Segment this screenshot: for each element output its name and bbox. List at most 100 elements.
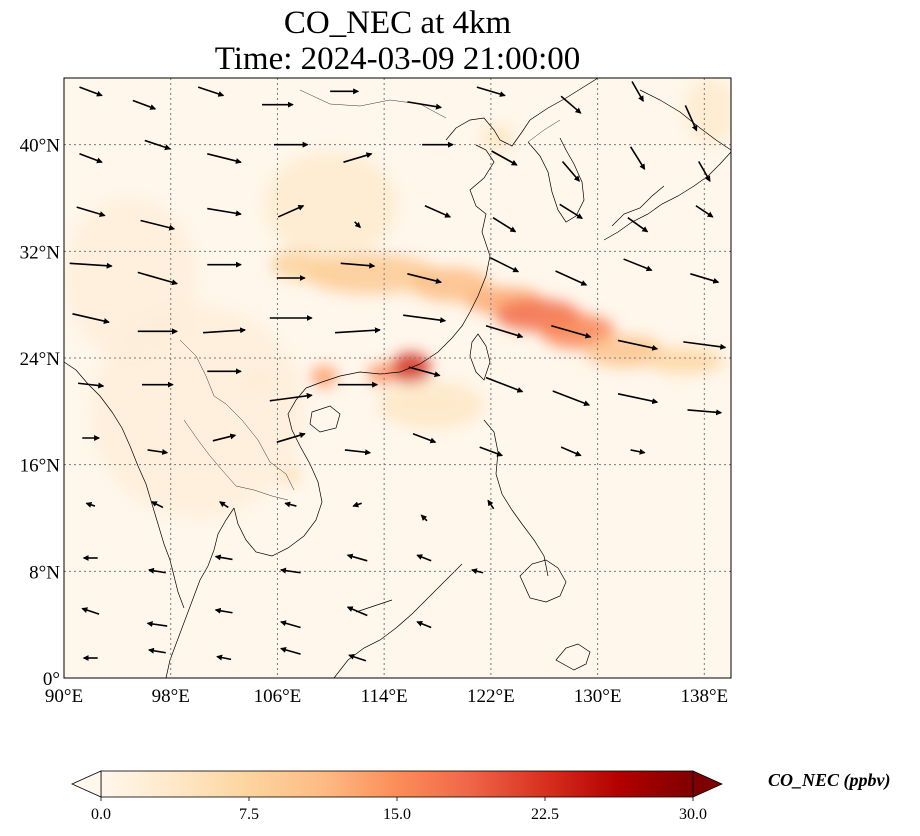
coastline-indochina	[165, 387, 323, 678]
wind-arrow	[144, 139, 171, 151]
wind-arrow	[487, 499, 495, 510]
wind-arrow	[280, 620, 301, 629]
map-subtitle: Time: 2024-03-09 21:00:00	[214, 41, 581, 77]
co-plume-13	[410, 267, 491, 302]
wind-arrow	[277, 205, 305, 218]
co-plume-11	[304, 254, 438, 294]
wind-arrow	[212, 433, 237, 442]
co-plume-19	[90, 304, 305, 518]
co-plume-14	[377, 380, 485, 429]
wind-arrow	[687, 409, 723, 416]
wind-arrow	[335, 327, 381, 334]
wind-arrow	[216, 654, 232, 661]
wind-arrow	[407, 101, 442, 110]
wind-arrow	[79, 153, 103, 164]
coastline-japan	[603, 89, 731, 241]
wind-arrow	[137, 271, 178, 286]
wind-arrow	[479, 446, 504, 457]
wind-arrow	[203, 327, 247, 334]
wind-arrow	[555, 270, 588, 286]
wind-arrow	[416, 620, 432, 629]
co-plume-15	[264, 151, 398, 258]
lat-tick-label: 32°N	[20, 242, 61, 263]
axis-ticks: 90°E 98°E 106°E 114°E 122°E 130°E 138°E 0° 8°N 16…	[20, 136, 729, 707]
wind-arrow	[492, 216, 517, 233]
wind-arrow	[416, 554, 432, 562]
wind-arrow	[695, 205, 714, 218]
lat-tick-label: 0°	[43, 669, 60, 690]
border-laos-vietnam	[225, 403, 295, 491]
wind-arrow	[698, 161, 711, 183]
colorbar: 0.0 7.5 15.0 22.5 30.0	[71, 770, 723, 823]
colorbar-tick-label: 7.5	[239, 806, 259, 823]
co-plume-1	[390, 352, 431, 385]
wind-arrow	[476, 86, 506, 97]
colorbar-gradient	[100, 770, 694, 798]
wind-arrow	[150, 501, 164, 509]
colorbar-tick-label: 22.5	[531, 806, 559, 823]
wind-arrow	[207, 153, 242, 164]
co-plume-17	[684, 78, 731, 145]
wind-arrow	[147, 567, 166, 574]
wind-arrow	[412, 433, 437, 444]
lat-tick-label: 8°N	[29, 562, 60, 583]
wind-arrow	[214, 554, 233, 561]
coastline-sulawesi	[555, 643, 591, 671]
wind-arrow	[269, 392, 313, 402]
co-plume-10	[644, 347, 725, 374]
co-plume-3	[310, 366, 338, 388]
wind-vectors	[69, 81, 727, 662]
lon-tick-label: 114°E	[361, 686, 408, 707]
wind-arrow	[629, 146, 646, 171]
wind-arrow	[346, 606, 368, 617]
border-mongolia	[299, 89, 447, 119]
wind-arrow	[408, 366, 441, 378]
wind-arrow	[424, 205, 452, 218]
wind-arrow	[560, 95, 582, 114]
map-canvas	[64, 78, 731, 678]
wind-arrow	[279, 567, 301, 574]
wind-arrow	[340, 262, 376, 269]
coastline-borneo	[333, 563, 463, 678]
wind-arrow	[617, 393, 659, 405]
wind-arrow	[219, 501, 229, 509]
map-title: CO_NEC at 4km	[283, 5, 512, 41]
wind-arrow	[631, 81, 644, 103]
wind-arrow	[559, 203, 583, 220]
wind-arrow	[560, 446, 582, 457]
wind-arrow	[344, 449, 372, 456]
wind-arrow	[346, 553, 368, 562]
wind-arrow	[623, 258, 653, 272]
wind-arrow	[485, 376, 524, 393]
colorbar-tick-label: 30.0	[679, 806, 707, 823]
wind-arrow	[627, 217, 649, 233]
wind-arrow	[147, 647, 166, 654]
colorbar-max-extend	[692, 770, 723, 798]
lon-tick-label: 138°E	[680, 686, 728, 707]
coastline-hainan	[309, 405, 341, 433]
wind-arrow	[630, 448, 646, 455]
lon-tick-label: 106°E	[254, 686, 302, 707]
map-frame	[63, 77, 732, 679]
wind-arrow	[617, 339, 659, 351]
wind-arrow	[81, 607, 100, 615]
lon-tick-label: 130°E	[574, 686, 622, 707]
wind-arrow	[76, 206, 106, 217]
wind-arrow	[489, 256, 520, 273]
coastline-luzon	[483, 419, 549, 577]
wind-arrow	[420, 514, 428, 522]
wind-arrow	[491, 150, 518, 166]
coastline-bohai	[445, 78, 599, 147]
co-plume-9	[584, 335, 665, 368]
coastline-korea	[527, 137, 585, 223]
wind-arrow	[214, 607, 233, 614]
wind-arrow	[485, 324, 524, 339]
lat-tick-label: 16°N	[20, 456, 61, 477]
colorbar-tick-label: 15.0	[383, 806, 411, 823]
lat-tick-label: 24°N	[20, 349, 61, 370]
colorbar-tick-label: 0.0	[91, 806, 111, 823]
wind-arrow	[79, 86, 103, 97]
border-china-korea	[527, 119, 561, 143]
wind-arrow	[132, 99, 157, 110]
wind-arrow	[284, 501, 297, 508]
